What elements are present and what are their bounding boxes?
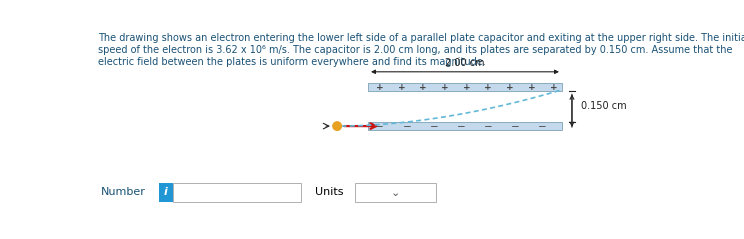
Text: ⌄: ⌄ xyxy=(391,188,400,198)
Text: +: + xyxy=(376,83,384,92)
Text: −: − xyxy=(538,121,547,131)
Bar xyxy=(173,183,301,202)
Bar xyxy=(368,83,562,91)
Text: +: + xyxy=(463,83,470,92)
Text: +: + xyxy=(441,83,449,92)
Text: −: − xyxy=(403,121,411,131)
Bar xyxy=(368,122,562,130)
Text: −: − xyxy=(376,121,384,131)
Text: The drawing shows an electron entering the lower left side of a parallel plate c: The drawing shows an electron entering t… xyxy=(98,33,744,43)
Bar xyxy=(355,183,436,202)
Text: +: + xyxy=(527,83,536,92)
Text: −: − xyxy=(429,121,438,131)
Text: +: + xyxy=(550,83,557,92)
Text: 2.00 cm: 2.00 cm xyxy=(445,58,485,68)
Text: i: i xyxy=(164,187,168,197)
Circle shape xyxy=(333,122,341,130)
Text: speed of the electron is 3.62 x 10⁶ m/s. The capacitor is 2.00 cm long, and its : speed of the electron is 3.62 x 10⁶ m/s.… xyxy=(98,45,733,55)
Text: +: + xyxy=(397,83,405,92)
Text: −: − xyxy=(484,121,493,131)
Text: electric field between the plates is uniform everywhere and find its magnitude.: electric field between the plates is uni… xyxy=(98,57,486,67)
Text: +: + xyxy=(484,83,492,92)
Text: +: + xyxy=(420,83,427,92)
Text: 0.150 cm: 0.150 cm xyxy=(581,101,627,111)
Text: −: − xyxy=(457,121,466,131)
Text: Units: Units xyxy=(315,187,343,197)
Text: +: + xyxy=(506,83,514,92)
Text: Number: Number xyxy=(100,187,146,197)
Bar xyxy=(159,183,173,202)
Text: −: − xyxy=(511,121,520,131)
